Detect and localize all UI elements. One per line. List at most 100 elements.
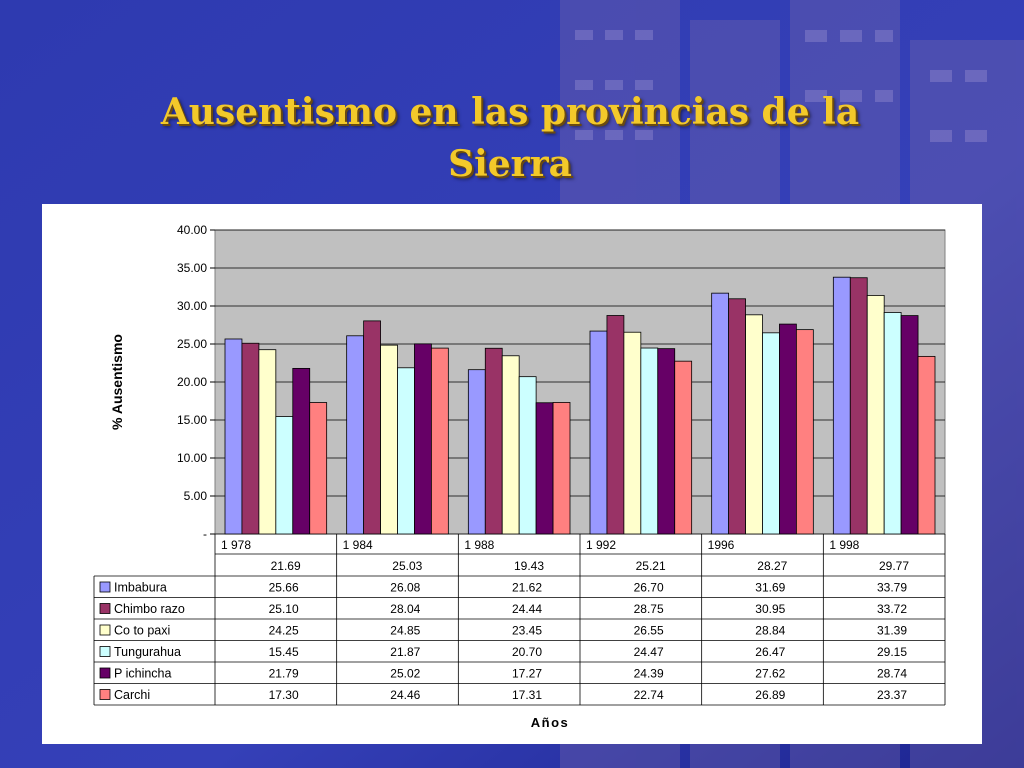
bar [292, 367, 311, 535]
bar [589, 330, 608, 535]
bar [275, 416, 294, 535]
slide-title-line-1: Ausentismo en las provincias de la [160, 91, 860, 133]
data-table-value: 33.72 [877, 602, 907, 616]
data-table-value: 26.47 [755, 645, 785, 659]
data-table-value: 21.62 [512, 581, 542, 595]
bar [535, 402, 554, 535]
y-tick-label: 35.00 [177, 261, 207, 275]
data-table-value: 22.74 [634, 688, 664, 702]
data-table-value: 24.47 [634, 645, 664, 659]
category-total-label: 25.21 [636, 559, 666, 573]
x-category-label: 1 998 [829, 538, 859, 552]
category-total-label: 28.27 [757, 559, 787, 573]
y-tick-label: 15.00 [177, 413, 207, 427]
data-table-value: 28.75 [634, 602, 664, 616]
x-category-label: 1 992 [586, 538, 616, 552]
data-table-value: 21.87 [390, 645, 420, 659]
category-total-label: 19.43 [514, 559, 544, 573]
bar [309, 402, 328, 535]
x-axis-label: Años [531, 715, 570, 730]
category-total-label: 21.69 [271, 559, 301, 573]
category-total-label: 29.77 [879, 559, 909, 573]
bar [640, 347, 659, 535]
data-table-value: 29.15 [877, 645, 907, 659]
chart-panel: 40.00 35.00 30.00 25.00 20.00 15.00 10.00 5.00 -… [42, 204, 982, 744]
legend-label: Tungurahua [114, 645, 181, 659]
data-table-value: 31.69 [755, 581, 785, 595]
legend-swatch [99, 667, 111, 679]
data-table-value: 23.45 [512, 624, 542, 638]
bar [397, 367, 415, 535]
bar [346, 335, 365, 535]
bar [866, 295, 885, 535]
legend-swatch [99, 646, 111, 657]
y-tick-label: 40.00 [177, 223, 207, 237]
data-table-value: 28.04 [390, 602, 420, 616]
category-total-label: 25.03 [392, 559, 422, 573]
data-table-value: 20.70 [512, 645, 542, 659]
bar [762, 332, 780, 535]
data-table-value: 25.10 [269, 602, 299, 616]
data-table-value: 17.31 [512, 688, 542, 702]
data-table-value: 15.45 [269, 645, 299, 659]
data-table-value: 23.37 [877, 688, 907, 702]
x-category-label: 1 984 [343, 538, 373, 552]
y-tick-label: 10.00 [177, 451, 207, 465]
bar [380, 344, 398, 535]
bar [501, 355, 520, 535]
data-table-value: 24.25 [269, 624, 299, 638]
data-table-value: 33.79 [877, 581, 907, 595]
bar [606, 315, 625, 535]
data-table-value: 24.46 [390, 688, 420, 702]
bar [832, 276, 851, 535]
bar [623, 331, 642, 535]
bar [900, 315, 919, 535]
bar [224, 338, 243, 535]
y-tick-label: 20.00 [177, 375, 207, 389]
data-table-value: 30.95 [755, 602, 785, 616]
slide-title-line-2: Sierra [448, 143, 572, 185]
data-table-value: 28.84 [755, 624, 785, 638]
y-tick-label: 30.00 [177, 299, 207, 313]
data-table-value: 24.44 [512, 602, 542, 616]
legend-label: Imbabura [114, 581, 167, 595]
bar-chart: 40.00 35.00 30.00 25.00 20.00 15.00 10.00 5.00 -… [93, 223, 946, 730]
bar [883, 312, 902, 535]
bar [674, 360, 693, 535]
y-tick-label: 5.00 [184, 489, 208, 503]
y-tick-label: - [203, 527, 207, 541]
bar [241, 342, 260, 535]
data-table-value: 25.66 [269, 581, 299, 595]
x-category-label: 1 978 [221, 538, 251, 552]
data-table-value: 24.85 [390, 624, 420, 638]
legend-swatch [99, 581, 111, 593]
bar [917, 355, 936, 535]
data-table-value: 26.89 [755, 688, 785, 702]
bar [552, 402, 571, 535]
bar [711, 292, 730, 535]
legend-label: Carchi [114, 688, 150, 702]
x-category-label: 1996 [708, 538, 735, 552]
bar [430, 347, 449, 535]
bar [484, 347, 503, 535]
bar [467, 369, 486, 535]
legend-label: P ichincha [114, 667, 171, 681]
bar [795, 329, 814, 535]
legend-swatch [99, 603, 111, 614]
legend-swatch [99, 689, 111, 700]
bar [657, 348, 676, 535]
data-table-value: 27.62 [755, 667, 785, 681]
data-table-value: 21.79 [269, 667, 299, 681]
bar [779, 323, 797, 535]
bar [728, 298, 746, 535]
data-table-value: 25.02 [390, 667, 420, 681]
data-table-value: 26.08 [390, 581, 420, 595]
x-category-label: 1 988 [464, 538, 494, 552]
bar [363, 320, 381, 535]
data-table-value: 26.70 [634, 581, 664, 595]
bar [745, 314, 763, 535]
data-table-value: 17.27 [512, 667, 542, 681]
data-table-value: 24.39 [634, 667, 664, 681]
bar [414, 343, 432, 535]
y-axis-label: % Ausentismo [109, 334, 125, 430]
